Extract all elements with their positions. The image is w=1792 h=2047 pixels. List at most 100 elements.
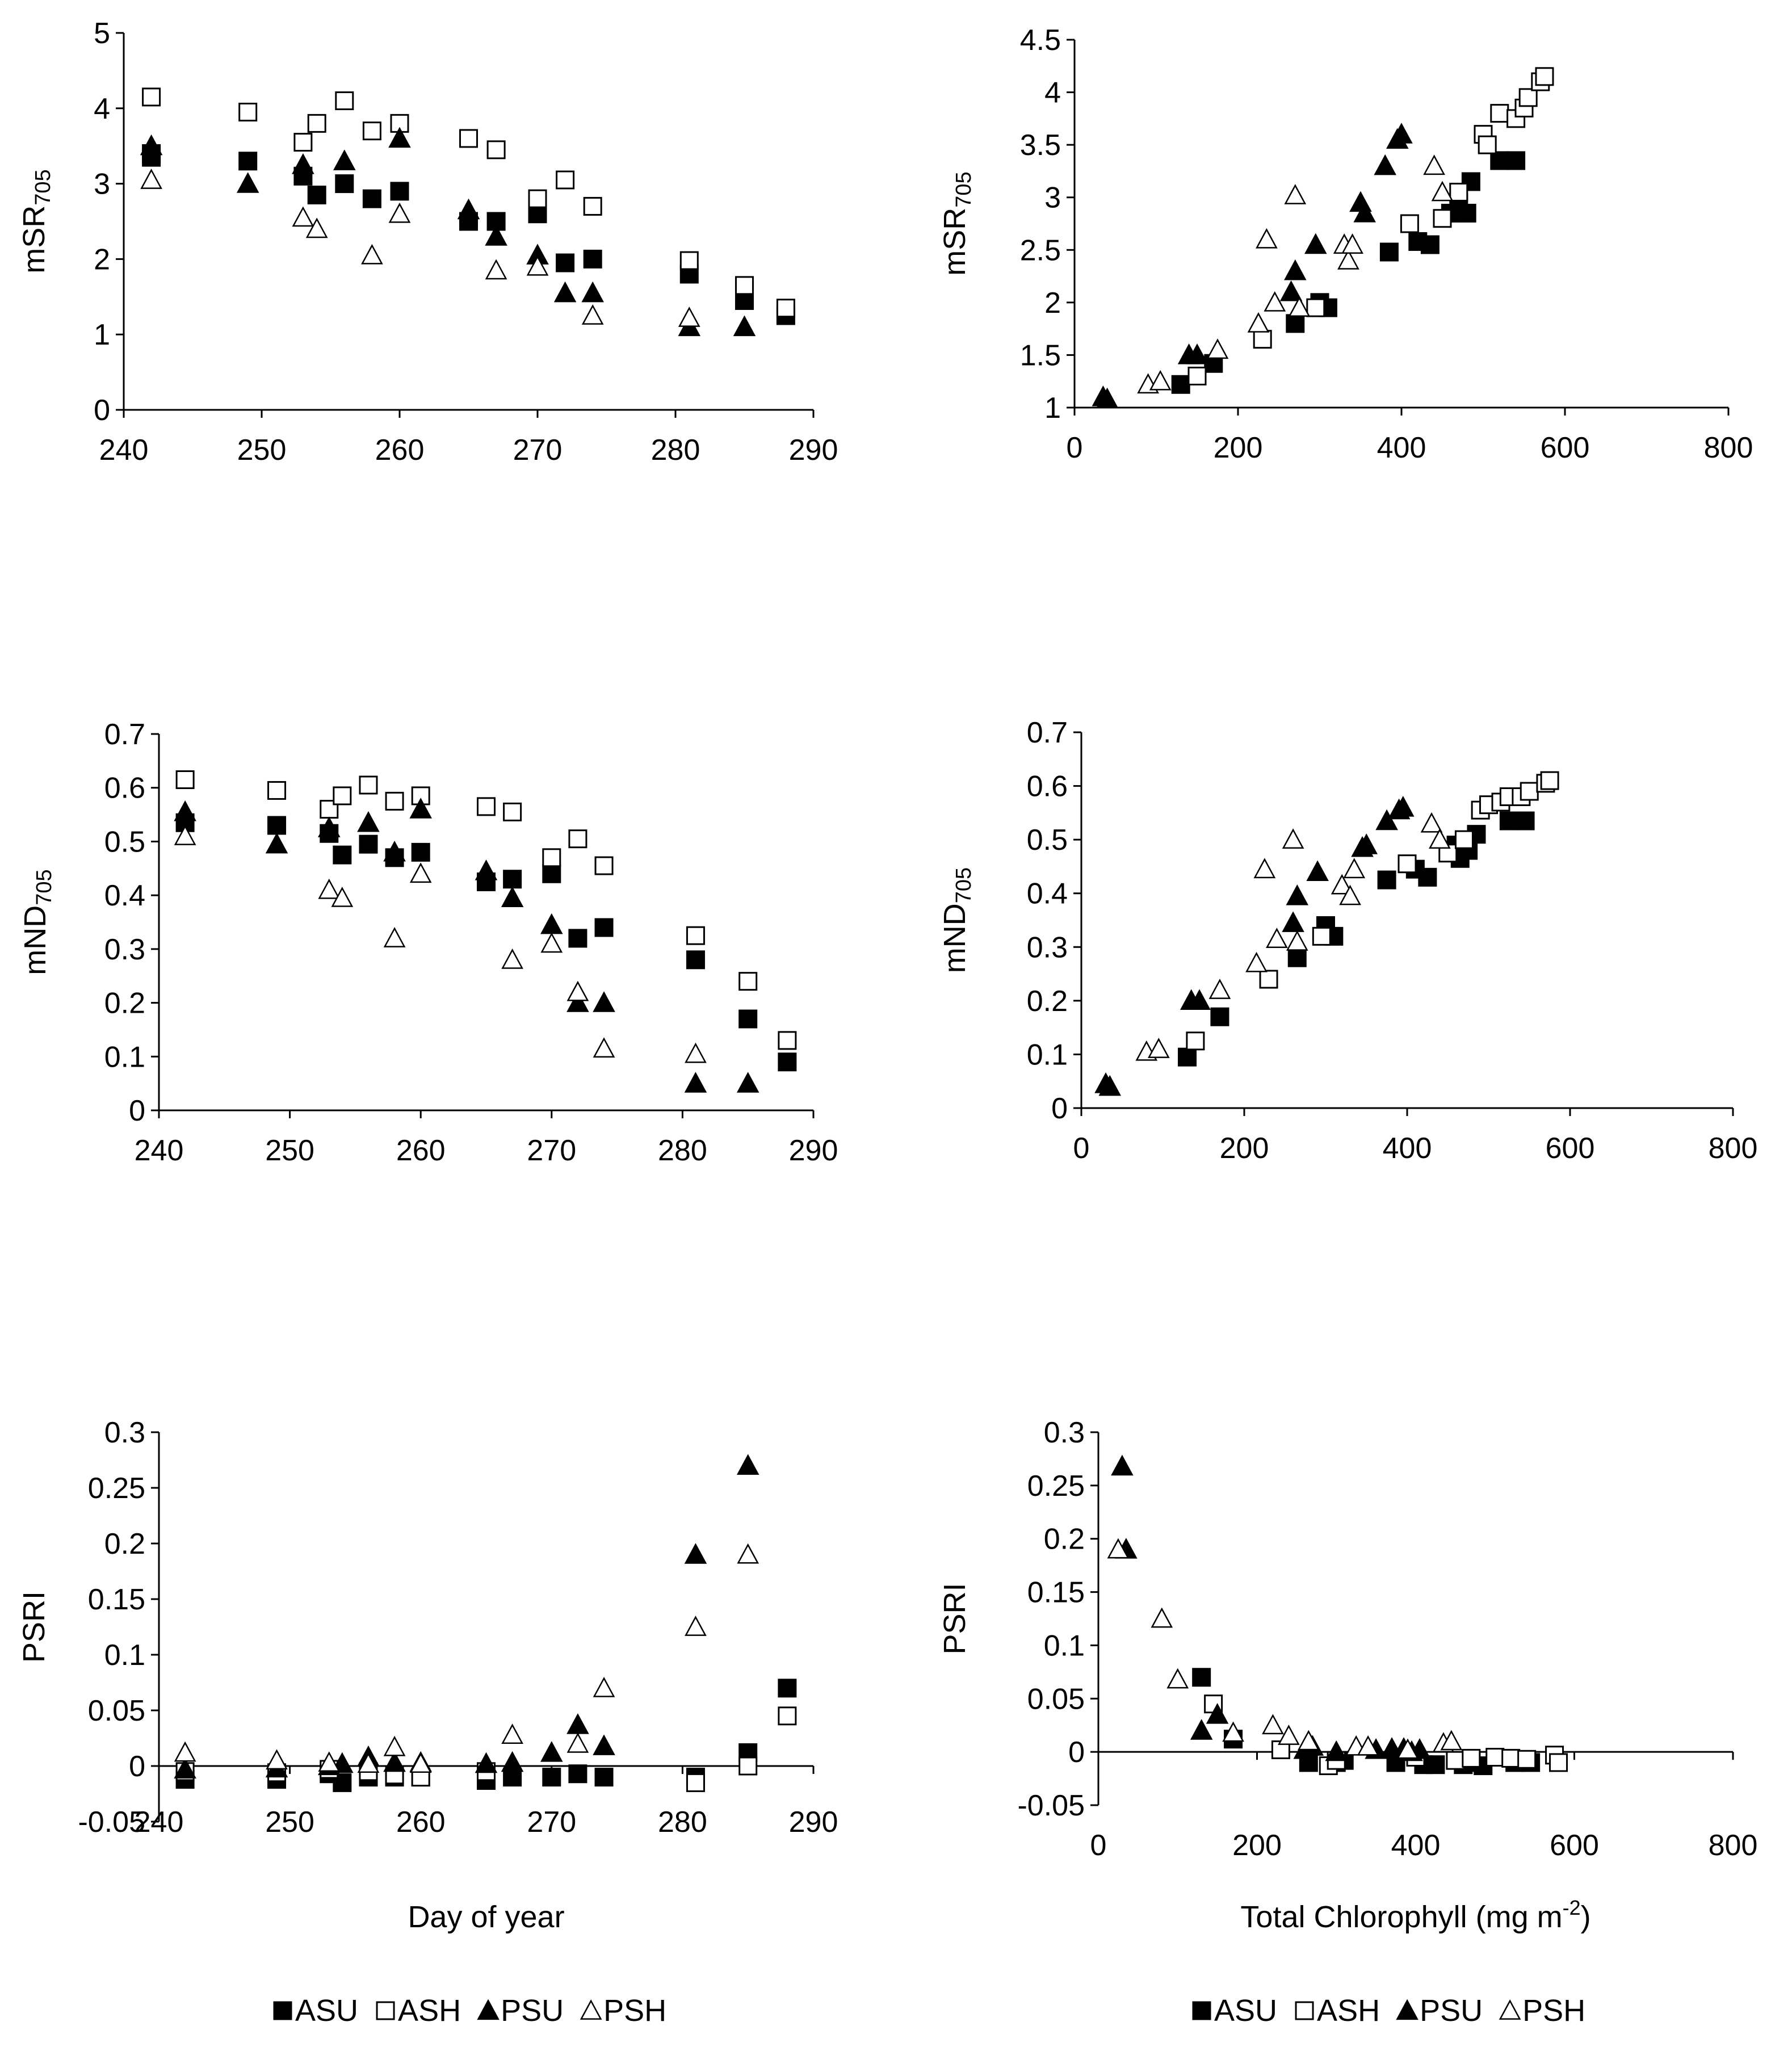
point-ASU <box>411 842 430 862</box>
point-ASU <box>1178 1047 1197 1067</box>
chart-msr-chl: 1 1.5 2 2.5 3 3.5 4 4.5 0 200 400 600 800 mSR705 <box>938 24 1753 464</box>
y-tick-label: 0.15 <box>1027 1576 1085 1609</box>
point-PSH <box>388 202 411 223</box>
y-tick-label: 0.3 <box>104 933 145 966</box>
point-PSU <box>1096 387 1119 409</box>
legend-label-ASU: ASU <box>1214 1994 1277 2028</box>
y-tick-label: 0.3 <box>1027 931 1068 964</box>
point-PSH <box>1208 979 1231 999</box>
series-PSH <box>140 169 700 327</box>
point-PSU <box>540 1741 563 1762</box>
point-PSH <box>485 259 507 280</box>
point-PSU <box>485 225 507 246</box>
y-tick-label: 0 <box>1068 1736 1085 1769</box>
point-ASH <box>556 170 575 190</box>
x-tick-label: 290 <box>789 1134 838 1167</box>
point-ASU <box>307 186 326 205</box>
point-PSH <box>566 980 589 1001</box>
point-PSU <box>1190 1719 1213 1740</box>
point-PSU <box>733 315 756 337</box>
point-ASH <box>1433 209 1452 228</box>
x-tick-label: 800 <box>1709 1829 1758 1862</box>
series-PSU <box>174 1454 759 1779</box>
legend-label-ASH: ASH <box>398 1994 461 2028</box>
legend-label-PSU: PSU <box>1420 1994 1483 2028</box>
point-PSU <box>333 149 356 170</box>
y-tick-label: 1 <box>94 318 110 351</box>
x-tick-label: 280 <box>658 1806 707 1839</box>
point-ASH <box>1540 771 1559 790</box>
point-ASH <box>1549 1753 1568 1772</box>
point-ASU <box>1171 375 1190 394</box>
y-tick-label: 0.4 <box>104 879 145 912</box>
point-PSH <box>357 1752 380 1773</box>
y-tick-label: 0.05 <box>88 1694 145 1727</box>
point-ASH <box>1518 88 1538 107</box>
point-ASU <box>1506 151 1526 170</box>
point-ASU <box>1287 948 1307 967</box>
y-tick-label: 2 <box>94 243 110 276</box>
series-ASH <box>142 87 795 318</box>
point-PSH <box>501 948 523 969</box>
x-tick-label: 260 <box>396 1806 446 1839</box>
point-PSU <box>1355 833 1378 854</box>
point-PSH <box>361 244 383 265</box>
point-PSH <box>318 878 341 899</box>
series-ASH <box>175 770 797 1050</box>
series-ASU <box>1171 151 1526 394</box>
point-ASH <box>735 276 754 295</box>
point-ASU <box>1499 811 1518 830</box>
point-PSH <box>1343 858 1366 879</box>
point-PSU <box>1206 1703 1229 1724</box>
point-ASH <box>142 87 161 107</box>
point-ASU <box>594 918 614 937</box>
y-tick-label: 0.05 <box>1027 1683 1085 1715</box>
series-ASH <box>1187 67 1554 385</box>
x-tick-label: 280 <box>651 434 700 467</box>
x-tick-label: 600 <box>1550 1829 1599 1862</box>
point-PSH <box>1147 1038 1170 1058</box>
series-PSH <box>1137 154 1454 394</box>
point-ASH <box>1312 926 1331 946</box>
point-ASH <box>776 299 795 318</box>
x-tick-label: 800 <box>1709 1132 1758 1165</box>
point-PSU <box>540 913 563 934</box>
legend-label-PSU: PSU <box>501 1994 564 2028</box>
series-PSU <box>140 127 756 337</box>
point-PSU <box>501 886 524 908</box>
point-ASH <box>1535 67 1554 86</box>
point-ASH <box>175 770 195 790</box>
x-tick-label: 240 <box>135 1134 184 1167</box>
y-tick-label: 1 <box>1044 392 1061 425</box>
point-PSH <box>1420 812 1443 833</box>
point-PSH <box>318 1751 341 1772</box>
point-PSH <box>305 217 328 238</box>
y-tick-label: 0.1 <box>1027 1038 1068 1071</box>
point-PSH <box>1396 1738 1419 1759</box>
x-tick-label: 250 <box>265 1806 314 1839</box>
point-ASU <box>778 1052 797 1072</box>
y-tick-label: 0.6 <box>104 772 145 805</box>
y-tick-label: 0.3 <box>1044 1416 1085 1449</box>
point-PSH <box>1297 1730 1320 1751</box>
legend-right: ASU ASH PSU PSH <box>1192 1994 1585 2028</box>
point-ASU <box>1379 242 1399 262</box>
point-PSU <box>174 800 196 821</box>
point-ASH <box>778 1031 797 1050</box>
point-PSH <box>1331 874 1353 895</box>
y-tick-label: 0 <box>129 1094 145 1127</box>
point-ASH <box>738 972 758 991</box>
point-ASU <box>1192 1668 1211 1687</box>
point-PSH <box>685 1042 707 1063</box>
point-PSH <box>1264 291 1286 312</box>
point-ASU <box>738 1009 758 1029</box>
point-PSH <box>678 307 700 327</box>
point-PSU <box>1374 154 1396 175</box>
point-ASU <box>359 834 378 854</box>
y-tick-label: 0.2 <box>1027 985 1068 1018</box>
point-ASH <box>385 791 404 811</box>
point-PSH <box>1245 951 1268 972</box>
point-ASU <box>267 816 287 835</box>
point-PSH <box>1262 1714 1284 1735</box>
